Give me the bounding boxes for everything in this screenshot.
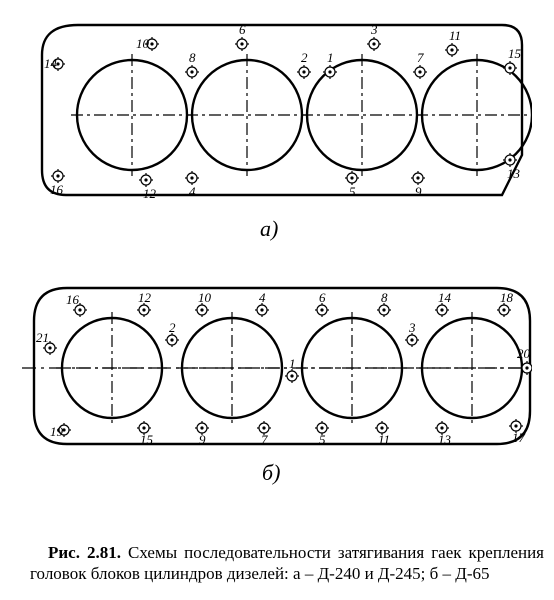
bolt-1: 1	[285, 356, 299, 383]
svg-text:12: 12	[138, 290, 152, 305]
bolt-7: 7	[413, 50, 427, 79]
svg-text:14: 14	[438, 290, 452, 305]
svg-text:1: 1	[327, 50, 334, 65]
svg-text:7: 7	[417, 50, 424, 65]
diagram-b-label: б)	[262, 460, 280, 486]
bolt-6: 6	[235, 22, 249, 51]
bolt-16: 16	[50, 169, 65, 197]
bolt-2: 2	[165, 320, 179, 347]
svg-text:8: 8	[189, 50, 196, 65]
diagram-a: 14 10 6 3 11 15 8 2 1 7 16 12 4 5 9 13	[22, 10, 532, 215]
bolt-16: 16	[66, 292, 87, 317]
bolt-12: 12	[139, 173, 157, 201]
bolt-14: 14	[435, 290, 452, 317]
bolt-8: 8	[377, 290, 391, 317]
bolt-14: 14	[44, 56, 65, 71]
bolt-13: 13	[435, 421, 452, 447]
svg-text:17: 17	[512, 430, 526, 445]
svg-text:10: 10	[136, 36, 150, 51]
svg-text:16: 16	[66, 292, 80, 307]
bolt-11: 11	[445, 28, 461, 57]
bolt-13: 13	[503, 153, 521, 181]
svg-text:13: 13	[438, 432, 452, 447]
svg-text:3: 3	[408, 320, 416, 335]
svg-text:1: 1	[289, 356, 296, 371]
bolt-1: 1	[323, 50, 337, 79]
bolt-6: 6	[315, 290, 329, 317]
bolt-8: 8	[185, 50, 199, 79]
svg-text:9: 9	[415, 184, 422, 199]
svg-text:21: 21	[36, 330, 49, 345]
svg-text:3: 3	[370, 22, 378, 37]
svg-text:11: 11	[378, 432, 390, 447]
svg-text:8: 8	[381, 290, 388, 305]
svg-text:5: 5	[349, 184, 356, 199]
svg-text:9: 9	[199, 432, 206, 447]
bolt-4: 4	[255, 290, 269, 317]
bolt-21: 21	[36, 330, 57, 355]
svg-text:13: 13	[507, 166, 521, 181]
bolt-10: 10	[136, 36, 159, 51]
svg-text:10: 10	[198, 290, 212, 305]
svg-text:2: 2	[301, 50, 308, 65]
svg-text:16: 16	[50, 182, 64, 197]
svg-text:14: 14	[44, 56, 58, 71]
svg-text:18: 18	[500, 290, 514, 305]
caption-prefix: Рис. 2.81.	[48, 543, 121, 562]
svg-text:7: 7	[261, 432, 268, 447]
svg-text:4: 4	[189, 184, 196, 199]
diagram-a-label: а)	[260, 216, 278, 242]
svg-text:15: 15	[140, 432, 154, 447]
bolt-12: 12	[137, 290, 152, 317]
bolt-15: 15	[503, 46, 522, 75]
bolt-3: 3	[367, 22, 381, 51]
bolt-18: 18	[497, 290, 514, 317]
svg-text:20: 20	[517, 346, 531, 361]
bolt-2: 2	[297, 50, 311, 79]
svg-text:4: 4	[259, 290, 266, 305]
bolt-19: 19	[50, 423, 71, 439]
svg-text:15: 15	[508, 46, 522, 61]
svg-text:12: 12	[143, 186, 157, 201]
svg-text:11: 11	[449, 28, 461, 43]
bolt-20: 20	[517, 346, 532, 375]
figure-caption: Рис. 2.81. Схемы последовательности затя…	[30, 542, 544, 585]
svg-text:2: 2	[169, 320, 176, 335]
bolt-3: 3	[405, 320, 419, 347]
svg-text:6: 6	[319, 290, 326, 305]
bolt-17: 17	[509, 419, 526, 445]
svg-text:5: 5	[319, 432, 326, 447]
diagram-b: 16 12 10 4 6 8 14 18 21 2 3 20 1 19 15 9 7 5 11 13 17	[22, 276, 532, 456]
bolt-10: 10	[195, 290, 212, 317]
svg-text:19: 19	[50, 424, 64, 439]
page: { "figure": { "caption_prefix": "Рис. 2.…	[0, 0, 554, 600]
svg-text:6: 6	[239, 22, 246, 37]
bolt-11: 11	[375, 421, 390, 447]
bolt-15: 15	[137, 421, 154, 447]
